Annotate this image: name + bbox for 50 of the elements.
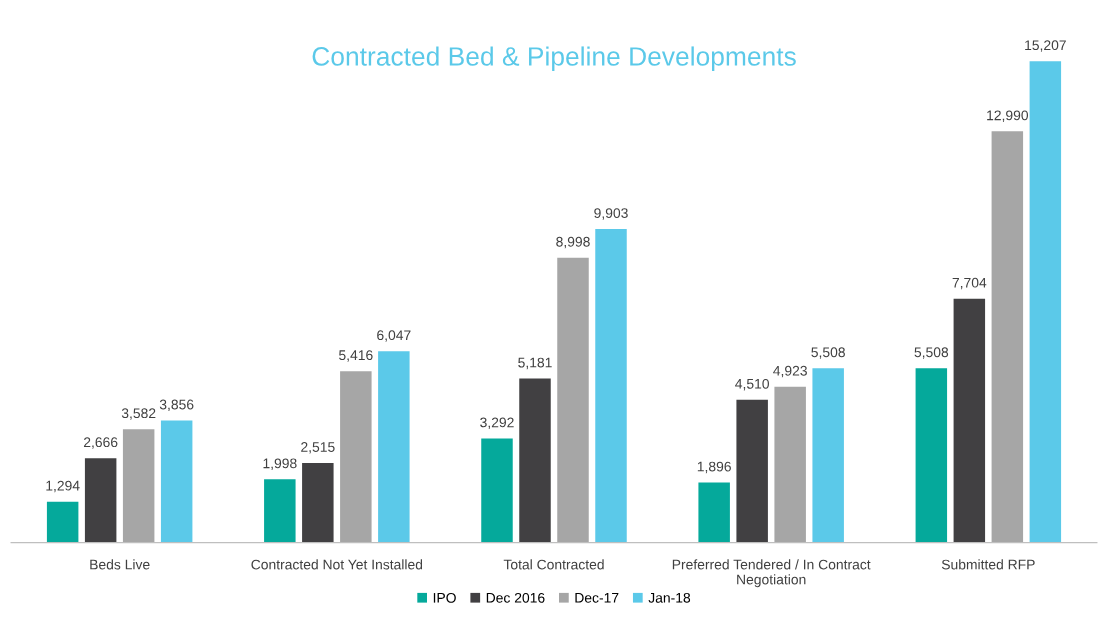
bar	[991, 131, 1024, 543]
x-tick-label: Submitted RFP	[941, 559, 1035, 570]
data-label: 6,047	[377, 330, 411, 342]
data-label: 4,510	[735, 378, 769, 391]
bar	[302, 462, 334, 543]
bar	[557, 257, 589, 543]
data-label: 1,294	[46, 480, 80, 493]
data-label: 7,704	[952, 277, 987, 290]
bar	[122, 429, 155, 543]
data-label: 1,896	[697, 461, 731, 474]
legend-label: Jan-18	[648, 592, 691, 603]
bar	[264, 479, 296, 543]
legend-label: Dec 2016	[486, 592, 545, 603]
bar	[519, 378, 551, 543]
bar	[812, 368, 844, 543]
bar	[698, 482, 730, 543]
x-tick-label: Total Contracted	[503, 559, 604, 570]
bar	[774, 386, 806, 543]
data-label: 3,292	[480, 417, 514, 429]
data-label: 5,416	[339, 350, 373, 362]
x-tick-label: Preferred Tendered / In Contract Negotiation	[672, 559, 871, 588]
bar	[46, 501, 79, 543]
bar	[481, 438, 513, 543]
bar	[953, 298, 986, 543]
data-label: 5,508	[811, 347, 845, 359]
bar	[378, 351, 410, 543]
legend-label: Dec-17	[575, 593, 619, 603]
chart-title: Contracted Bed & Pipeline Developments	[312, 46, 796, 72]
bar	[340, 371, 372, 543]
data-label: 5,181	[518, 357, 552, 370]
data-label: 4,923	[773, 365, 807, 378]
x-tick-label: Contracted Not Yet Installed	[251, 559, 423, 570]
data-label: 9,903	[594, 208, 628, 220]
bar	[736, 399, 768, 543]
bar	[160, 420, 193, 543]
bar	[915, 368, 948, 543]
data-label: 15,207	[1025, 40, 1066, 52]
data-label: 2,666	[83, 437, 118, 449]
data-label: 5,508	[914, 347, 949, 359]
legend-label: IPO	[433, 592, 456, 603]
bar	[84, 458, 117, 543]
data-label: 2,515	[301, 442, 335, 454]
data-label: 12,990	[987, 110, 1029, 122]
x-tick-label: Beds Live	[90, 559, 150, 570]
data-label: 8,998	[556, 236, 590, 249]
data-label: 1,998	[263, 458, 297, 470]
data-label: 3,856	[159, 399, 194, 412]
bar	[595, 229, 627, 543]
bar	[1029, 61, 1062, 543]
data-label: 3,582	[121, 408, 156, 420]
